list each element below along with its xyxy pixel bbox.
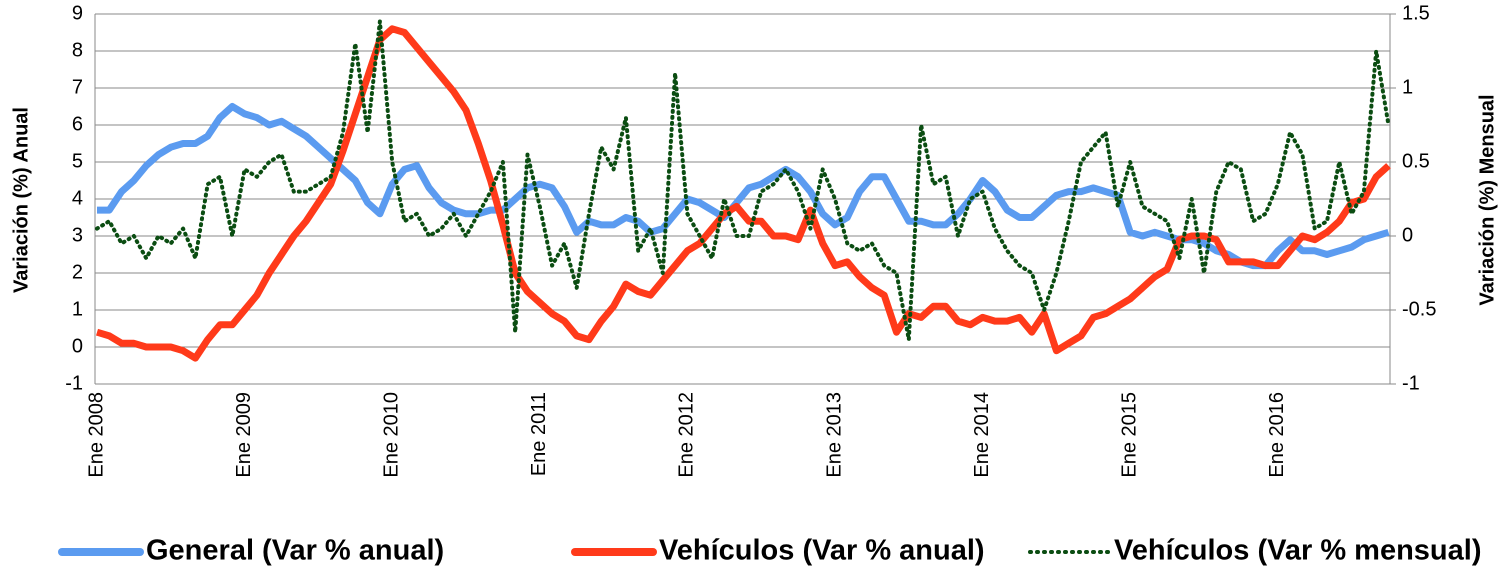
y2-tick-label: 0.5 (1402, 150, 1430, 172)
x-tick-label: Ene 2016 (1266, 392, 1288, 478)
y-tick-label: 2 (72, 261, 83, 283)
y2-tick-label: -1 (1402, 372, 1420, 394)
series-line (95, 25, 1391, 362)
y2-tick-label: 1 (1402, 76, 1413, 98)
y2-tick-label: 0 (1402, 224, 1413, 246)
x-tick-label: Ene 2013 (823, 392, 845, 478)
series-line (95, 19, 1391, 342)
y2-tick-label: -0.5 (1402, 298, 1436, 320)
x-tick-label: Ene 2008 (85, 392, 107, 478)
x-tick-label: Ene 2015 (1118, 392, 1140, 478)
y-tick-label: 4 (72, 187, 83, 209)
x-tick-label: Ene 2010 (380, 392, 402, 478)
y-axis-title: Variación (%) Anual (10, 107, 32, 293)
y-tick-label: 8 (72, 39, 83, 61)
y-tick-label: 7 (72, 76, 83, 98)
y-tick-label: 9 (72, 2, 83, 24)
y-tick-label: 6 (72, 113, 83, 135)
legend-label: Vehículos (Var % anual) (659, 535, 985, 567)
y2-axis-title: Variación (%) Mensual (1476, 94, 1498, 305)
legend-label: General (Var % anual) (146, 535, 444, 567)
legend-label: Vehículos (Var % mensual) (1114, 535, 1481, 567)
x-tick-label: Ene 2012 (676, 392, 698, 478)
y-tick-label: 3 (72, 224, 83, 246)
y2-tick-label: 1.5 (1402, 2, 1430, 24)
x-tick-label: Ene 2009 (233, 392, 255, 478)
x-tick-label: Ene 2011 (528, 392, 550, 476)
y-tick-label: 0 (72, 335, 83, 357)
y-tick-label: -1 (65, 372, 83, 394)
y-tick-label: 5 (72, 150, 83, 172)
y-tick-label: 1 (72, 298, 83, 320)
x-tick-label: Ene 2014 (971, 392, 993, 478)
